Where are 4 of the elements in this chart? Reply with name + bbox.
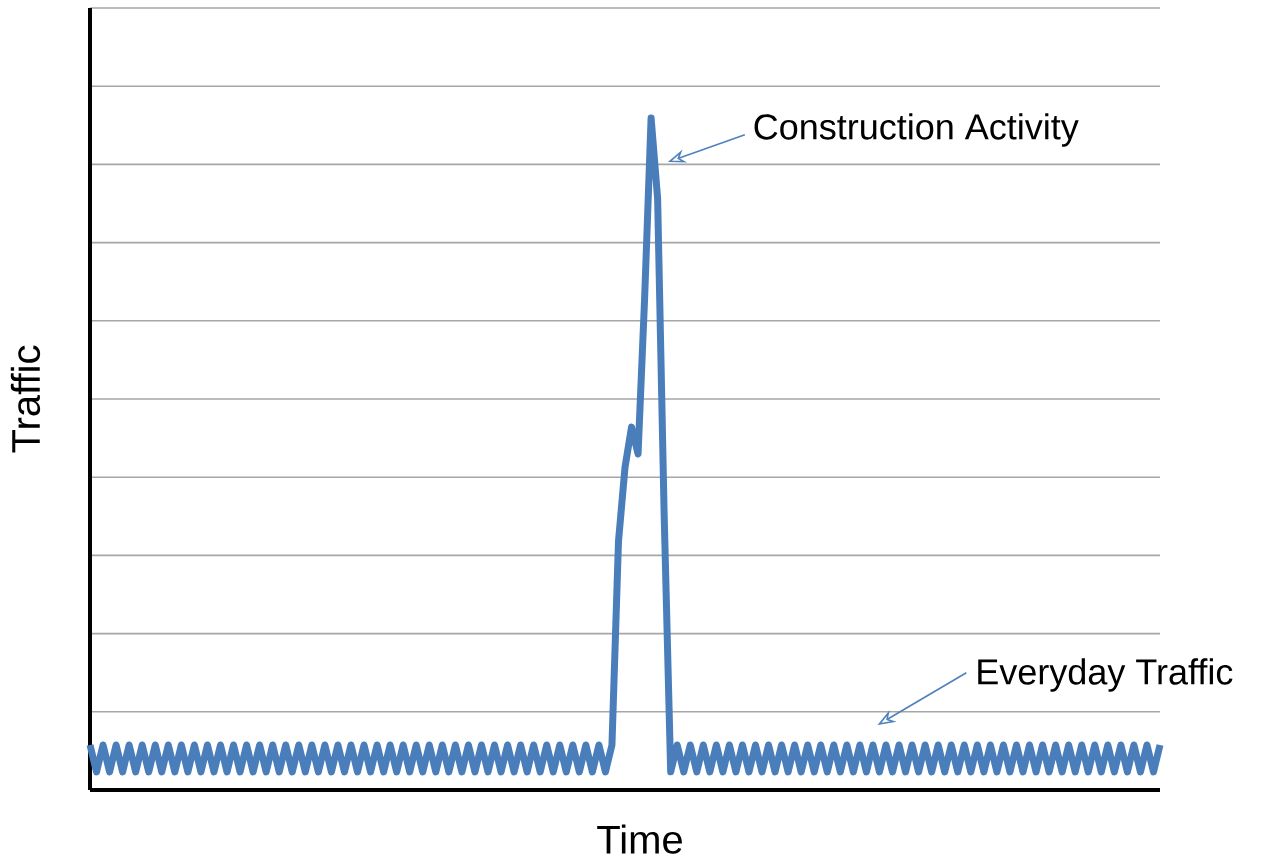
annotation: Everyday Traffic — [978, 658, 1233, 692]
x-axis-title: Time — [597, 824, 682, 854]
annotation: Construction Activity — [754, 112, 1079, 147]
y-axis-title: Traffic — [10, 345, 41, 453]
